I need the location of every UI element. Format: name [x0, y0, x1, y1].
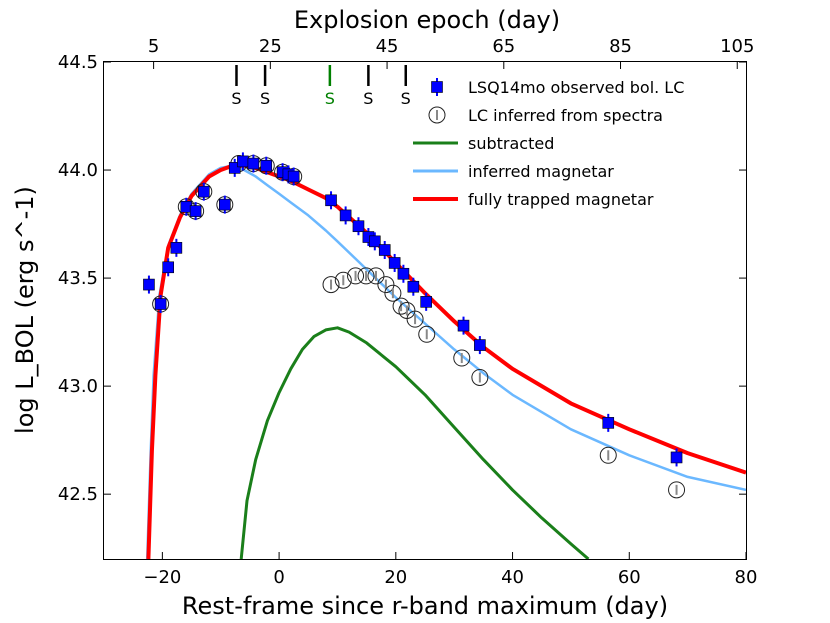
- observed-point: [369, 235, 381, 248]
- y-tick-label: 44.5: [58, 52, 98, 73]
- observed-point: [154, 298, 167, 310]
- legend-label: inferred magnetar: [468, 162, 614, 181]
- observed-point: [420, 296, 432, 308]
- y-tick-label: 43.0: [58, 376, 98, 397]
- observed-point: [670, 451, 683, 464]
- observed-point: [474, 339, 486, 351]
- top-axis-title: Explosion epoch (day): [294, 6, 560, 34]
- y-axis-title: log L_BOL (erg s^-1): [11, 186, 39, 434]
- observed-point: [189, 205, 202, 217]
- top-tick-label: 25: [259, 36, 282, 57]
- spectra-point: [471, 368, 489, 386]
- spectrum-epoch-label: S: [401, 89, 411, 108]
- series-line-fully-trapped-magnetar: [146, 163, 746, 559]
- x-axis-title: Rest-frame since r-band maximum (day): [182, 592, 668, 620]
- top-tick-label: 85: [609, 36, 632, 57]
- series-line-subtracted: [239, 326, 590, 559]
- x-tick-label: 60: [618, 567, 641, 588]
- observed-point: [325, 194, 337, 207]
- top-tick-label: 105: [720, 36, 754, 57]
- legend-label: LC inferred from spectra: [468, 106, 663, 125]
- spectra-point: [384, 284, 402, 302]
- observed-point: [219, 198, 231, 211]
- top-tick-label: 45: [376, 36, 399, 57]
- spectra-point: [347, 267, 365, 285]
- y-tick-label: 43.5: [58, 268, 98, 289]
- observed-point: [352, 220, 365, 233]
- observed-point: [228, 162, 241, 174]
- observed-point: [457, 319, 470, 332]
- spectra-point: [357, 267, 375, 285]
- observed-point: [602, 417, 615, 429]
- legend: LSQ14mo observed bol. LC LC inferred from…: [413, 78, 684, 209]
- observed-point: [260, 159, 273, 172]
- spectra-point: [453, 349, 471, 367]
- observed-point: [397, 267, 410, 280]
- observed-point: [143, 278, 155, 291]
- x-tick-label: 0: [273, 567, 284, 588]
- legend-label: subtracted: [468, 134, 554, 153]
- spectra-point: [406, 310, 424, 328]
- top-tick-label: 65: [492, 36, 515, 57]
- spectra-point: [334, 271, 352, 289]
- spectra-point: [668, 481, 686, 499]
- legend-label: fully trapped magnetar: [468, 190, 654, 209]
- observed-point: [339, 209, 352, 222]
- spectra-point: [322, 276, 340, 294]
- plot-area: [143, 152, 746, 559]
- spectrum-epoch-label: S: [260, 89, 270, 108]
- spectra-point: [418, 325, 436, 343]
- x-axis-ticks: −20 0 20 40 60 80: [143, 552, 757, 588]
- spectrum-epoch-label: S: [325, 89, 335, 108]
- observed-point: [198, 185, 210, 198]
- spectrum-epoch-label: S: [363, 89, 373, 108]
- spectra-point: [599, 446, 617, 464]
- observed-point: [388, 257, 401, 269]
- legend-marker: [428, 106, 446, 124]
- observed-point: [162, 261, 174, 274]
- observed-point: [378, 244, 391, 256]
- top-tick-label: 5: [148, 36, 159, 57]
- observed-point: [237, 155, 249, 168]
- legend-label: LSQ14mo observed bol. LC: [468, 78, 684, 97]
- observed-point: [407, 280, 420, 293]
- observed-point: [287, 170, 300, 183]
- y-tick-label: 42.5: [58, 484, 98, 505]
- series-line-inferred-magnetar: [145, 164, 746, 559]
- x-tick-label: 40: [501, 567, 524, 588]
- observed-point: [170, 242, 183, 254]
- x-tick-label: −20: [143, 567, 181, 588]
- spectra-point: [392, 297, 410, 315]
- top-axis-ticks: 5 25 45 65 85 105: [148, 36, 754, 69]
- x-tick-label: 80: [735, 567, 758, 588]
- legend-marker: [431, 81, 443, 93]
- spectra-point: [377, 276, 395, 294]
- spectra-point: [367, 267, 385, 285]
- spectrum-epoch-label: S: [231, 89, 241, 108]
- y-tick-label: 44.0: [58, 160, 98, 181]
- observed-point: [247, 157, 260, 170]
- plot-frame: [103, 61, 747, 560]
- x-tick-label: 20: [384, 567, 407, 588]
